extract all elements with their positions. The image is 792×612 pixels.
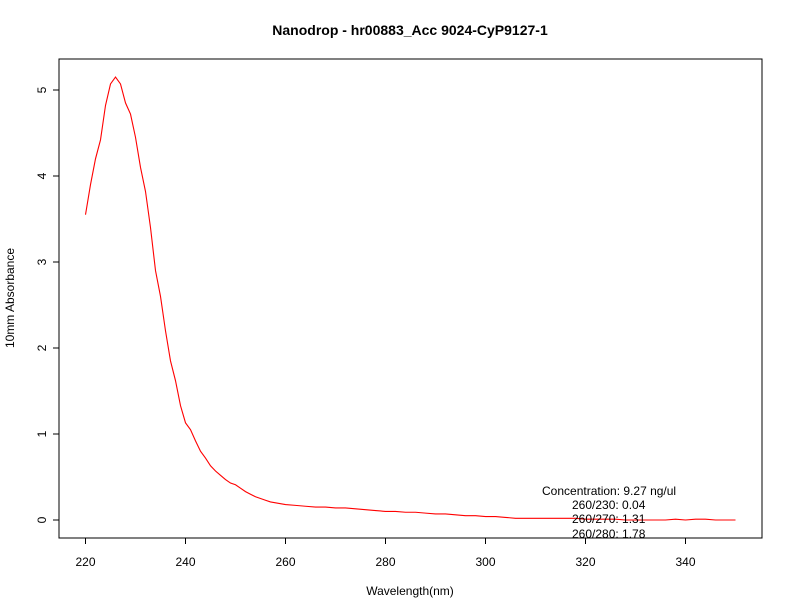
x-tick-label: 280 [375, 555, 395, 569]
ratio-260-270-label: 260/270: 1.31 [572, 512, 646, 526]
x-tick-label: 300 [475, 555, 495, 569]
concentration-label: Concentration: 9.27 ng/ul [542, 484, 676, 498]
y-tick-label: 5 [35, 86, 49, 93]
y-tick-label: 0 [35, 516, 49, 523]
y-axis-label: 10mm Absorbance [3, 248, 17, 348]
x-axis-label: Wavelength(nm) [366, 584, 454, 598]
x-tick-label: 240 [175, 555, 195, 569]
stats-annotation: Concentration: 9.27 ng/ul 260/230: 0.04 … [542, 484, 676, 541]
y-tick-label: 2 [35, 344, 49, 351]
x-tick-label: 320 [575, 555, 595, 569]
x-tick-label: 220 [75, 555, 95, 569]
chart-title: Nanodrop - hr00883_Acc 9024-CyP9127-1 [272, 22, 548, 38]
y-tick-label: 1 [35, 430, 49, 437]
y-axis: 0 1 2 3 4 5 [35, 86, 60, 523]
x-tick-label: 340 [675, 555, 695, 569]
y-tick-label: 3 [35, 258, 49, 265]
y-tick-label: 4 [35, 172, 49, 179]
absorbance-line [84, 76, 736, 521]
x-axis: 220 240 260 280 300 320 340 [75, 537, 696, 569]
ratio-260-230-label: 260/230: 0.04 [572, 498, 646, 512]
plot-frame [58, 58, 763, 539]
ratio-260-280-label: 260/280: 1.78 [572, 527, 646, 541]
x-tick-label: 260 [275, 555, 295, 569]
